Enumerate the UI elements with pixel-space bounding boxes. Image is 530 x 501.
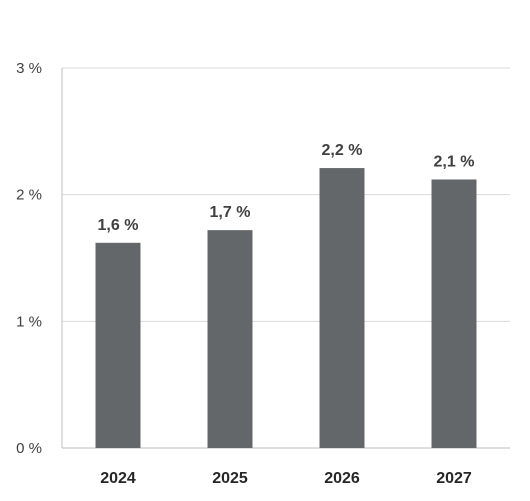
bars <box>95 168 477 449</box>
y-tick-labels: 0 % 1 % 2 % 3 % <box>16 60 42 457</box>
y-tick-label: 0 % <box>16 440 42 457</box>
data-label-2026: 2,2 % <box>322 142 363 159</box>
bar-2027 <box>431 179 477 448</box>
data-label-2024: 1,6 % <box>98 217 139 234</box>
category-labels: 2024 2025 2026 2027 <box>100 470 472 487</box>
data-labels: 1,6 % 1,7 % 2,2 % 2,1 % <box>98 142 475 234</box>
y-tick-label: 2 % <box>16 187 42 204</box>
bar-2025 <box>207 230 253 448</box>
y-tick-label: 3 % <box>16 60 42 77</box>
category-label-2026: 2026 <box>324 470 360 487</box>
bar-2026 <box>319 168 365 449</box>
data-label-2027: 2,1 % <box>434 153 475 170</box>
bar-2024 <box>95 242 141 448</box>
category-label-2027: 2027 <box>436 470 472 487</box>
category-label-2024: 2024 <box>100 470 136 487</box>
y-tick-label: 1 % <box>16 313 42 330</box>
category-label-2025: 2025 <box>212 470 248 487</box>
data-label-2025: 1,7 % <box>210 204 251 221</box>
